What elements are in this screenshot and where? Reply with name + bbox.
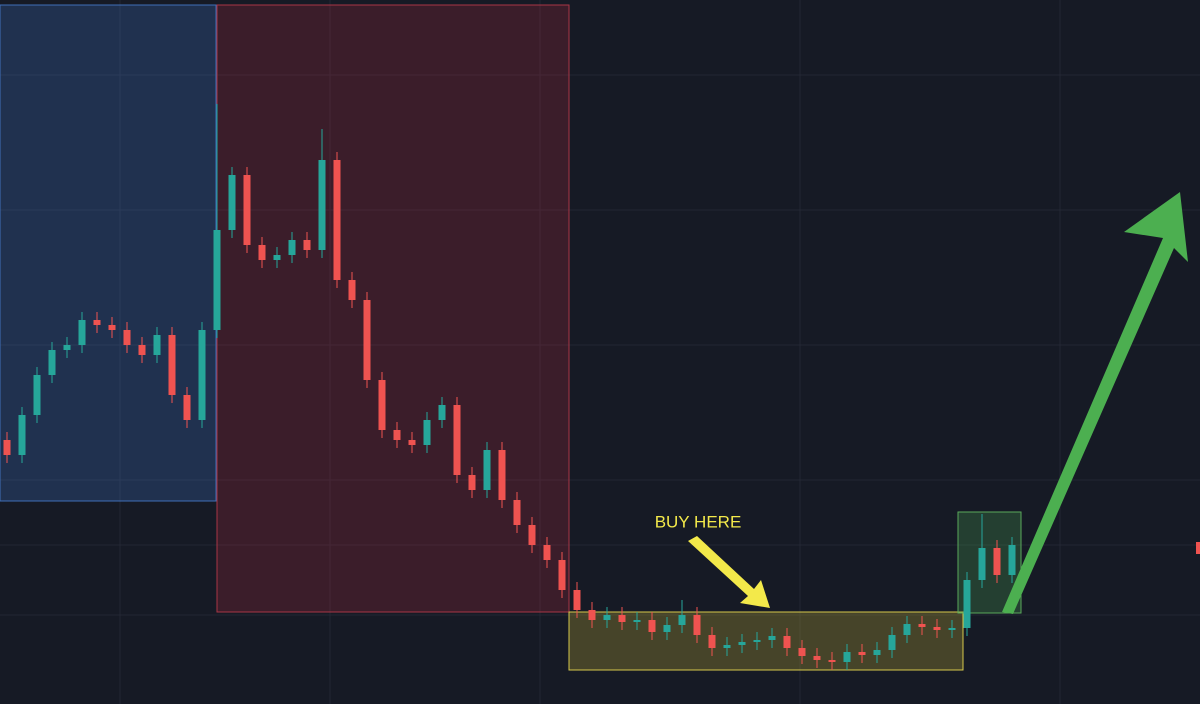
annotation: BUY HERE	[655, 512, 742, 531]
candle-body	[78, 320, 86, 345]
candle-body	[153, 335, 161, 355]
candle-body	[348, 280, 356, 300]
accumulation-zone	[0, 4, 217, 502]
candle-body	[798, 648, 806, 656]
candle-body	[63, 345, 71, 350]
candle-body	[18, 415, 26, 455]
candle-body	[708, 635, 716, 648]
candle-body	[243, 175, 251, 245]
candle-body	[93, 320, 101, 325]
candle-body	[783, 636, 791, 648]
candle-body	[48, 350, 56, 375]
candle-body	[573, 590, 581, 610]
candle-body	[858, 652, 866, 655]
candle-body	[258, 245, 266, 260]
candle-body	[468, 475, 476, 490]
candle-body	[273, 255, 281, 260]
candle-body	[933, 627, 941, 630]
candle-body	[618, 615, 626, 622]
candle-body	[528, 525, 536, 545]
candle-body	[558, 560, 566, 590]
candle-body	[828, 660, 836, 662]
candle-body	[213, 230, 221, 330]
candle-body	[393, 430, 401, 440]
candle-body	[588, 610, 596, 620]
candle-body	[453, 405, 461, 475]
candles	[3, 104, 1016, 670]
candle-body	[108, 325, 116, 330]
candle-body	[3, 440, 11, 455]
candle-body	[483, 450, 491, 490]
candle-body	[543, 545, 551, 560]
candle-body	[423, 420, 431, 445]
candle-body	[723, 645, 731, 648]
candle-body	[288, 240, 296, 255]
buy-zone	[568, 611, 964, 671]
candle-body	[663, 625, 671, 632]
candle-body	[738, 642, 746, 645]
candle-body	[693, 615, 701, 635]
candle-body	[873, 650, 881, 655]
candle-body	[438, 405, 446, 420]
candle-body	[408, 440, 416, 445]
candle-body	[678, 615, 686, 625]
candle-body	[753, 640, 761, 642]
candle-body	[903, 624, 911, 635]
candle-body	[918, 624, 926, 627]
candle-body	[123, 330, 131, 345]
candle-body	[1008, 545, 1016, 575]
candle-body	[948, 628, 956, 630]
buy-arrow	[688, 536, 770, 608]
candle-body	[333, 160, 341, 280]
decline-zone	[216, 4, 570, 613]
candle-body	[33, 375, 41, 415]
candle-body	[843, 652, 851, 662]
candle-body	[813, 656, 821, 660]
candle-body	[198, 330, 206, 420]
candle-body	[633, 620, 641, 622]
candle-body	[168, 335, 176, 395]
candle-body	[888, 635, 896, 650]
up-arrow	[1002, 192, 1188, 614]
candle-body	[303, 240, 311, 250]
candle-body	[768, 636, 776, 640]
candle-body	[228, 175, 236, 230]
candle-body	[963, 580, 971, 628]
candle-body	[978, 548, 986, 580]
candle-body	[318, 160, 326, 250]
candle-body	[648, 620, 656, 632]
candle-body	[363, 300, 371, 380]
candle-body	[138, 345, 146, 355]
candle-body	[498, 450, 506, 500]
candle-body	[993, 548, 1001, 575]
candle-body	[603, 615, 611, 620]
price-marker	[1196, 542, 1200, 554]
candle-body	[183, 395, 191, 420]
candle-body	[378, 380, 386, 430]
candle-body	[513, 500, 521, 525]
